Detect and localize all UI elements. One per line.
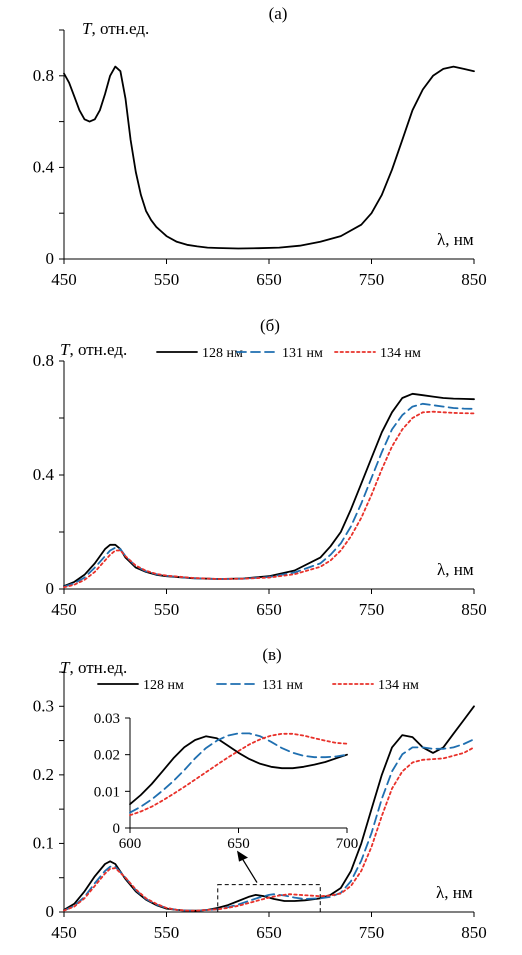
x-tick-label: 450	[51, 270, 77, 289]
series-line-3	[63, 410, 475, 589]
y-axis-title-symbol: T	[60, 658, 71, 677]
x-axis-title: λ, нм	[437, 230, 474, 249]
y-tick-label: 0.02	[94, 748, 120, 764]
y-axis-title-symbol: T	[82, 19, 93, 38]
y-tick-label: 0.4	[33, 157, 55, 176]
x-tick-label: 650	[227, 836, 250, 852]
series-line-3	[129, 732, 348, 817]
panel-label: (а)	[269, 4, 288, 23]
plot-panel-3: 0 0.1 0.2 0.3 450 550 650 750 850 (в) T, отн.ед. λ,…	[33, 645, 487, 942]
panel-label: (в)	[262, 645, 281, 664]
y-axis-title-units: , отн.ед.	[69, 658, 127, 677]
y-axis-title: T, отн.ед.	[60, 658, 127, 677]
y-tick-label: 0.8	[33, 351, 54, 370]
panel-label: (б)	[260, 316, 280, 335]
x-tick-label: 650	[256, 600, 282, 619]
y-tick-label: 0	[46, 902, 55, 921]
x-tick-label: 650	[256, 270, 282, 289]
y-tick-label: 0.03	[94, 711, 120, 727]
y-tick-label: 0.2	[33, 765, 54, 784]
x-tick-label: 450	[51, 600, 77, 619]
x-tick-label: 600	[119, 836, 142, 852]
x-tick-label: 850	[461, 270, 487, 289]
series-line-3	[63, 746, 475, 912]
series-line-2	[63, 738, 475, 912]
x-tick-label: 850	[461, 923, 487, 942]
legend-label-3: 134 нм	[380, 346, 421, 361]
y-tick-label: 0.3	[33, 696, 54, 715]
legend-label-2: 131 нм	[282, 346, 323, 361]
legend-label-3: 134 нм	[378, 678, 419, 693]
x-tick-label: 450	[51, 923, 77, 942]
y-tick-label: 0	[46, 579, 55, 598]
zoom-arrow-head	[237, 850, 248, 862]
x-tick-label: 550	[154, 270, 180, 289]
x-tick-label: 550	[154, 923, 180, 942]
series-line-1	[63, 392, 475, 587]
y-axis-title: T, отн.ед.	[82, 19, 149, 38]
x-axis-title: λ, нм	[436, 883, 473, 902]
zoom-region-box	[217, 884, 321, 913]
plot-panel-1: 0 0.4 0.8 450 550 650 750 850 (а) T, отн.ед. λ, нм	[33, 4, 487, 289]
y-tick-label: 0.01	[94, 784, 120, 800]
y-tick-label: 0.4	[33, 465, 55, 484]
series-line-2	[129, 732, 348, 814]
y-axis-title-symbol: T	[60, 340, 71, 359]
series-line-1	[63, 705, 475, 912]
y-axis-title-units: , отн.ед.	[69, 340, 127, 359]
zoom-arrow-shaft	[240, 856, 258, 883]
series-line-2	[63, 402, 475, 588]
legend-label-2: 131 нм	[262, 678, 303, 693]
x-axis-title: λ, нм	[437, 560, 474, 579]
inset-plot: 0 0.01 0.02 0.03 600 650 700	[94, 711, 359, 852]
plot-panel-2: 0 0.4 0.8 450 550 650 750 850 (б) T, отн.ед. λ, нм…	[33, 316, 487, 619]
y-tick-label: 0.1	[33, 833, 54, 852]
legend-label-1: 128 нм	[202, 346, 243, 361]
y-tick-label: 0.8	[33, 66, 54, 85]
series-line-1	[63, 65, 475, 250]
y-axis-title: T, отн.ед.	[60, 340, 127, 359]
x-tick-label: 750	[359, 600, 385, 619]
y-tick-label: 0	[113, 821, 121, 837]
x-tick-label: 550	[154, 600, 180, 619]
x-tick-label: 850	[461, 600, 487, 619]
y-axis-title-units: , отн.ед.	[91, 19, 149, 38]
x-tick-label: 750	[359, 923, 385, 942]
series-line-1	[129, 735, 348, 806]
legend-label-1: 128 нм	[143, 678, 184, 693]
x-tick-label: 700	[336, 836, 359, 852]
y-tick-label: 0	[46, 249, 55, 268]
x-tick-label: 750	[359, 270, 385, 289]
x-tick-label: 650	[256, 923, 282, 942]
